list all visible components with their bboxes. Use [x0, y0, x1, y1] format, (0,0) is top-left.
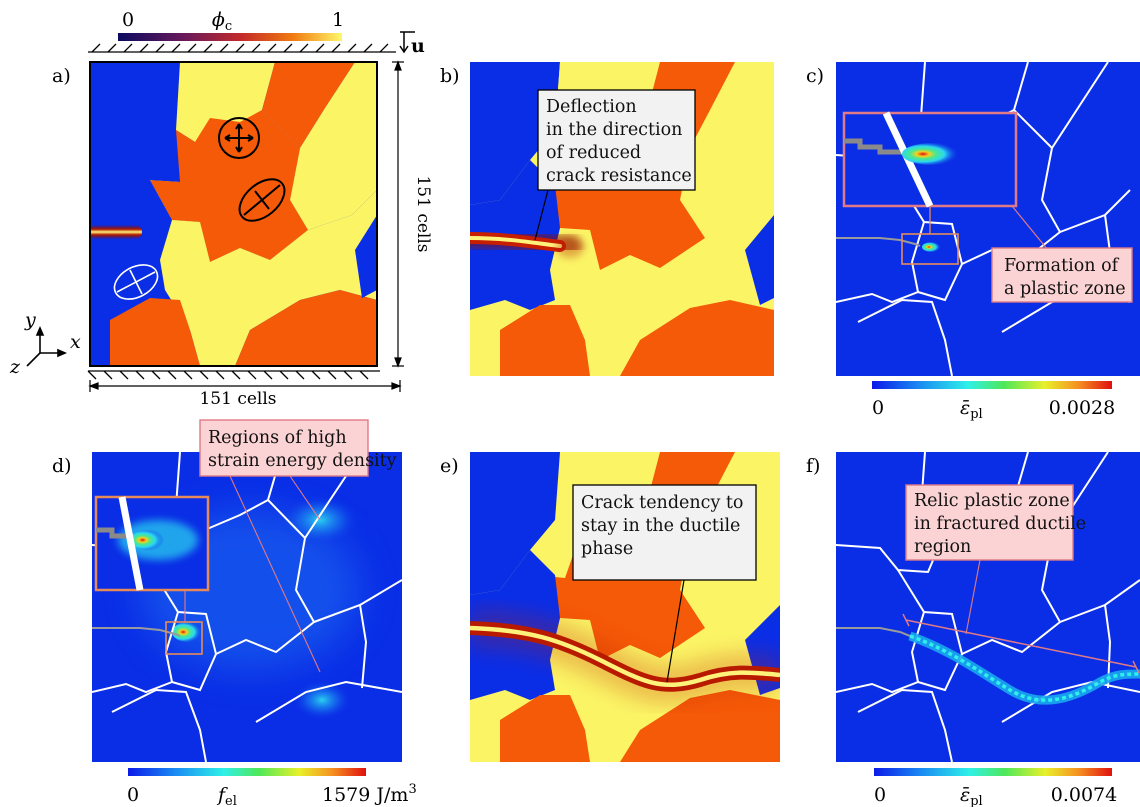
anisotropy-ellipse-glyph	[238, 178, 286, 222]
dimension-bottom-label: 151 cells	[199, 389, 276, 409]
colorbar-f-symbol: ε̄pl	[960, 784, 983, 807]
callout-f-box	[905, 484, 1074, 561]
callout-c-line-2: a plastic zone	[1004, 279, 1126, 299]
colorbar-f-max: 0.0074	[1051, 784, 1117, 806]
colorbar-phi-min: 0	[122, 9, 134, 31]
panel-e: e) Crack tendency to stay in the ductile…	[440, 452, 780, 762]
colorbar-c-gradient	[872, 381, 1112, 389]
panel-e-label: e)	[440, 455, 459, 477]
callout-b-box	[537, 89, 696, 191]
colorbar-d-max: 1579 J/m3	[322, 782, 417, 806]
panel-f: f) Relic plast	[806, 452, 1140, 807]
panel-c-plastic-strain	[836, 62, 1140, 376]
panel-b: b) Deflection in the direction of reduce…	[440, 62, 774, 376]
displacement-label: u	[411, 35, 425, 57]
anisotropy-circle-glyph	[218, 117, 260, 159]
colorbar-d-symbol: fel	[216, 784, 237, 807]
axis-y-label: y	[24, 309, 36, 331]
callout-d-box	[199, 419, 369, 477]
panel-d-label: d)	[52, 455, 72, 477]
anisotropy-ellipse-glyph-white	[113, 264, 159, 300]
colorbar-f-gradient	[874, 768, 1112, 776]
axis-z-label: z	[9, 356, 21, 378]
top-boundary-hatch	[88, 43, 396, 53]
colorbar-phi-symbol: ϕc	[212, 9, 232, 34]
panel-d-grain-boundaries	[92, 452, 402, 762]
callout-d-line-2: strain energy density	[208, 451, 397, 471]
panel-d: d)	[52, 419, 417, 807]
axis-x-label: x	[70, 331, 81, 353]
panel-a-microstructure	[90, 62, 377, 366]
panel-c: c)	[806, 62, 1140, 422]
callout-e-line-2: stay in the ductile	[581, 516, 740, 536]
displacement-arrow	[399, 31, 415, 54]
axes-triad	[26, 325, 68, 367]
callout-c-line-1: Formation of	[1004, 256, 1120, 276]
panel-d-energy-density	[92, 452, 402, 762]
colorbar-d-min: 0	[127, 784, 139, 806]
callout-e-line-1: Crack tendency to	[581, 493, 743, 513]
callout-d-line-1: Regions of high	[208, 428, 347, 448]
colorbar-c-symbol: ε̄pl	[960, 397, 983, 422]
callout-e-line-3: phase	[581, 539, 633, 559]
dimension-right	[392, 60, 404, 368]
panel-a-label: a)	[52, 65, 71, 87]
callout-f-line-2: in fractured ductile	[914, 514, 1086, 534]
dimension-right-label: 151 cells	[413, 175, 433, 252]
colorbar-f-min: 0	[874, 784, 886, 806]
callout-e-box	[572, 484, 757, 581]
panel-b-label: b)	[440, 65, 460, 87]
colorbar-phi: 0 1 ϕc	[118, 9, 344, 41]
colorbar-c-max: 0.0028	[1049, 397, 1115, 419]
panel-f-label: f)	[806, 455, 820, 477]
bottom-boundary-hatch	[87, 370, 380, 380]
panel-c-label: c)	[806, 65, 824, 87]
colorbar-c-min: 0	[872, 397, 884, 419]
colorbar-d-gradient	[128, 768, 366, 776]
callout-b-line-4: crack resistance	[546, 166, 692, 186]
dimension-bottom	[88, 380, 402, 392]
callout-b-line-1: Deflection	[546, 97, 637, 117]
panel-a: a)	[9, 31, 433, 409]
callout-b-line-2: in the direction	[546, 120, 682, 140]
callout-b-line-3: of reduced	[546, 143, 641, 163]
callout-f-line-3: region	[914, 537, 971, 557]
callout-c-box	[991, 247, 1133, 303]
colorbar-phi-gradient	[118, 33, 342, 41]
callout-f-line-1: Relic plastic zone	[914, 491, 1070, 511]
colorbar-phi-max: 1	[332, 9, 344, 31]
